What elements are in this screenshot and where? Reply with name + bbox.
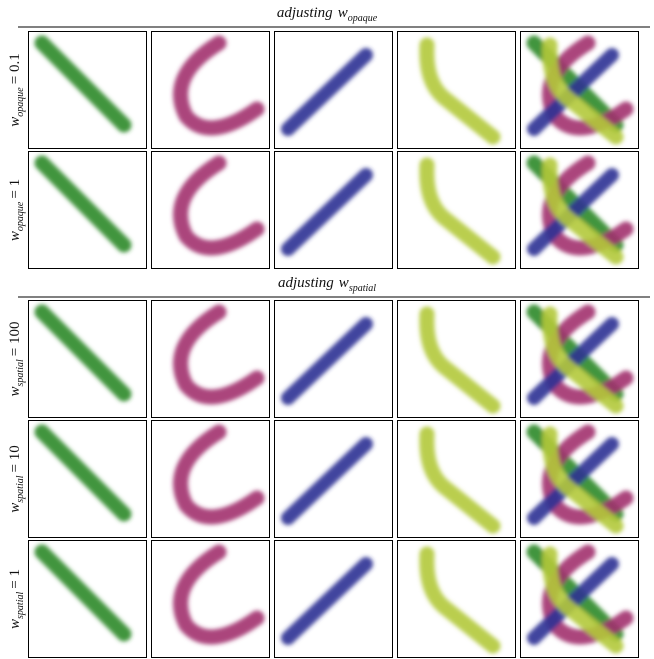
section-subscript: spatial: [349, 283, 376, 294]
cell-background: [397, 420, 516, 538]
image-cell: [151, 31, 270, 149]
image-cell: [151, 300, 270, 418]
image-cell: [397, 300, 516, 418]
row-label: wopaque = 0.1: [7, 53, 26, 126]
row-setting: = 1: [7, 179, 23, 199]
image-cell: [274, 540, 393, 658]
image-cell: [28, 31, 147, 149]
section-title: adjusting wopaque: [277, 5, 378, 24]
row-variable: w: [7, 386, 23, 396]
row-subscript: spatial: [15, 592, 26, 619]
image-cell: [28, 300, 147, 418]
row-label: wopaque = 1: [7, 179, 26, 241]
row-variable: w: [7, 231, 23, 241]
section-subscript: opaque: [348, 13, 378, 24]
figure: adjustingwopaquewopaque= 0.1wopaque= 1ad…: [0, 0, 654, 659]
image-cell: [274, 420, 393, 538]
image-cell: [520, 151, 639, 269]
cell-background: [397, 31, 516, 149]
image-cell: [520, 300, 639, 418]
cell-background: [397, 151, 516, 269]
image-cell: [274, 151, 393, 269]
section-variable: w: [338, 5, 348, 21]
row-variable: w: [7, 619, 23, 629]
row-subscript: spatial: [15, 359, 26, 386]
image-cell: [28, 540, 147, 658]
image-cell: [274, 31, 393, 149]
image-cell: [520, 31, 639, 149]
image-cell: [397, 540, 516, 658]
image-cell: [397, 31, 516, 149]
row-setting: = 100: [7, 322, 23, 357]
row-subscript: opaque: [15, 201, 26, 231]
image-cell: [397, 151, 516, 269]
row-label: wspatial = 100: [7, 322, 26, 397]
section-title-word: adjusting: [278, 275, 334, 291]
image-cell: [151, 540, 270, 658]
row-subscript: opaque: [15, 87, 26, 117]
cell-background: [397, 300, 516, 418]
image-cell: [520, 420, 639, 538]
image-cell: [274, 300, 393, 418]
section-variable: w: [339, 275, 349, 291]
row-label: wspatial = 1: [7, 569, 26, 629]
row-setting: = 0.1: [7, 53, 23, 84]
row-label: wspatial = 10: [7, 445, 26, 512]
image-cell: [28, 420, 147, 538]
image-cell: [520, 540, 639, 658]
image-cell: [397, 420, 516, 538]
image-cell: [28, 151, 147, 269]
row-subscript: spatial: [15, 475, 26, 502]
row-setting: = 10: [7, 445, 23, 472]
row-variable: w: [7, 503, 23, 513]
row-setting: = 1: [7, 569, 23, 589]
image-cell: [151, 420, 270, 538]
row-variable: w: [7, 117, 23, 127]
cell-background: [397, 540, 516, 658]
section-title: adjusting wspatial: [278, 275, 376, 294]
section-title-word: adjusting: [277, 5, 333, 21]
image-cell: [151, 151, 270, 269]
